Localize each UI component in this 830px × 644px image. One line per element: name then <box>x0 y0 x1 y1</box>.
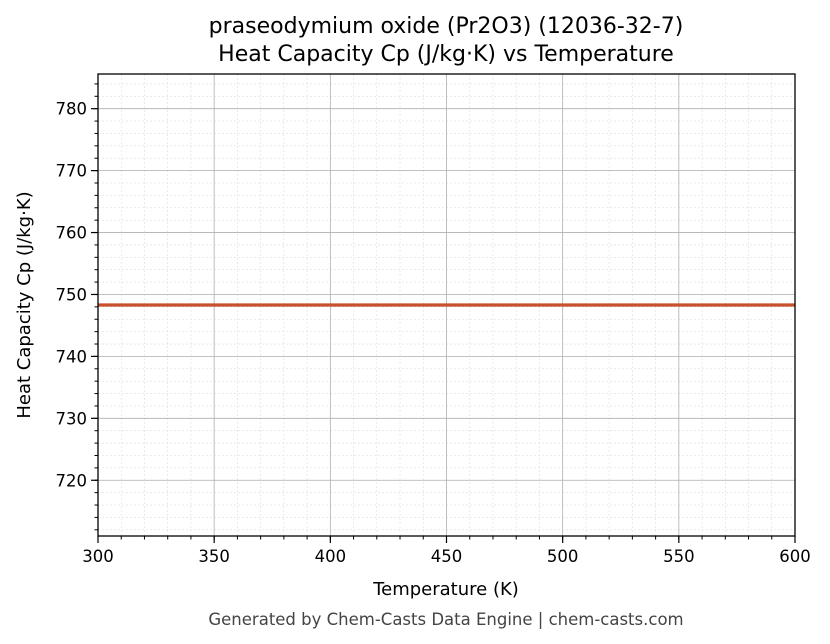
y-tick-label: 740 <box>56 347 88 366</box>
footer-credit: Generated by Chem-Casts Data Engine | ch… <box>208 610 683 629</box>
chart-subtitle: Heat Capacity Cp (J/kg·K) vs Temperature <box>218 42 674 67</box>
y-axis-label: Heat Capacity Cp (J/kg·K) <box>14 191 35 418</box>
y-tick-label: 750 <box>56 285 88 304</box>
y-tick-labels: 720 730 740 750 760 770 780 <box>56 100 88 491</box>
x-axis-label: Temperature (K) <box>372 579 519 600</box>
x-tick-label: 450 <box>431 547 463 566</box>
y-tick-label: 720 <box>56 471 88 490</box>
x-tick-label: 350 <box>198 547 230 566</box>
y-tick-label: 730 <box>56 409 88 428</box>
y-tick-label: 760 <box>56 224 88 243</box>
chart-title: praseodymium oxide (Pr2O3) (12036-32-7) <box>209 14 684 39</box>
y-tick-label: 770 <box>56 162 88 181</box>
x-tick-label: 500 <box>547 547 579 566</box>
axis-ticks <box>91 83 796 543</box>
y-tick-label: 780 <box>56 100 88 119</box>
x-tick-labels: 300 350 400 450 500 550 600 <box>82 547 811 566</box>
x-tick-label: 300 <box>82 547 114 566</box>
x-tick-label: 400 <box>315 547 347 566</box>
x-tick-label: 600 <box>779 547 811 566</box>
x-tick-label: 550 <box>663 547 695 566</box>
